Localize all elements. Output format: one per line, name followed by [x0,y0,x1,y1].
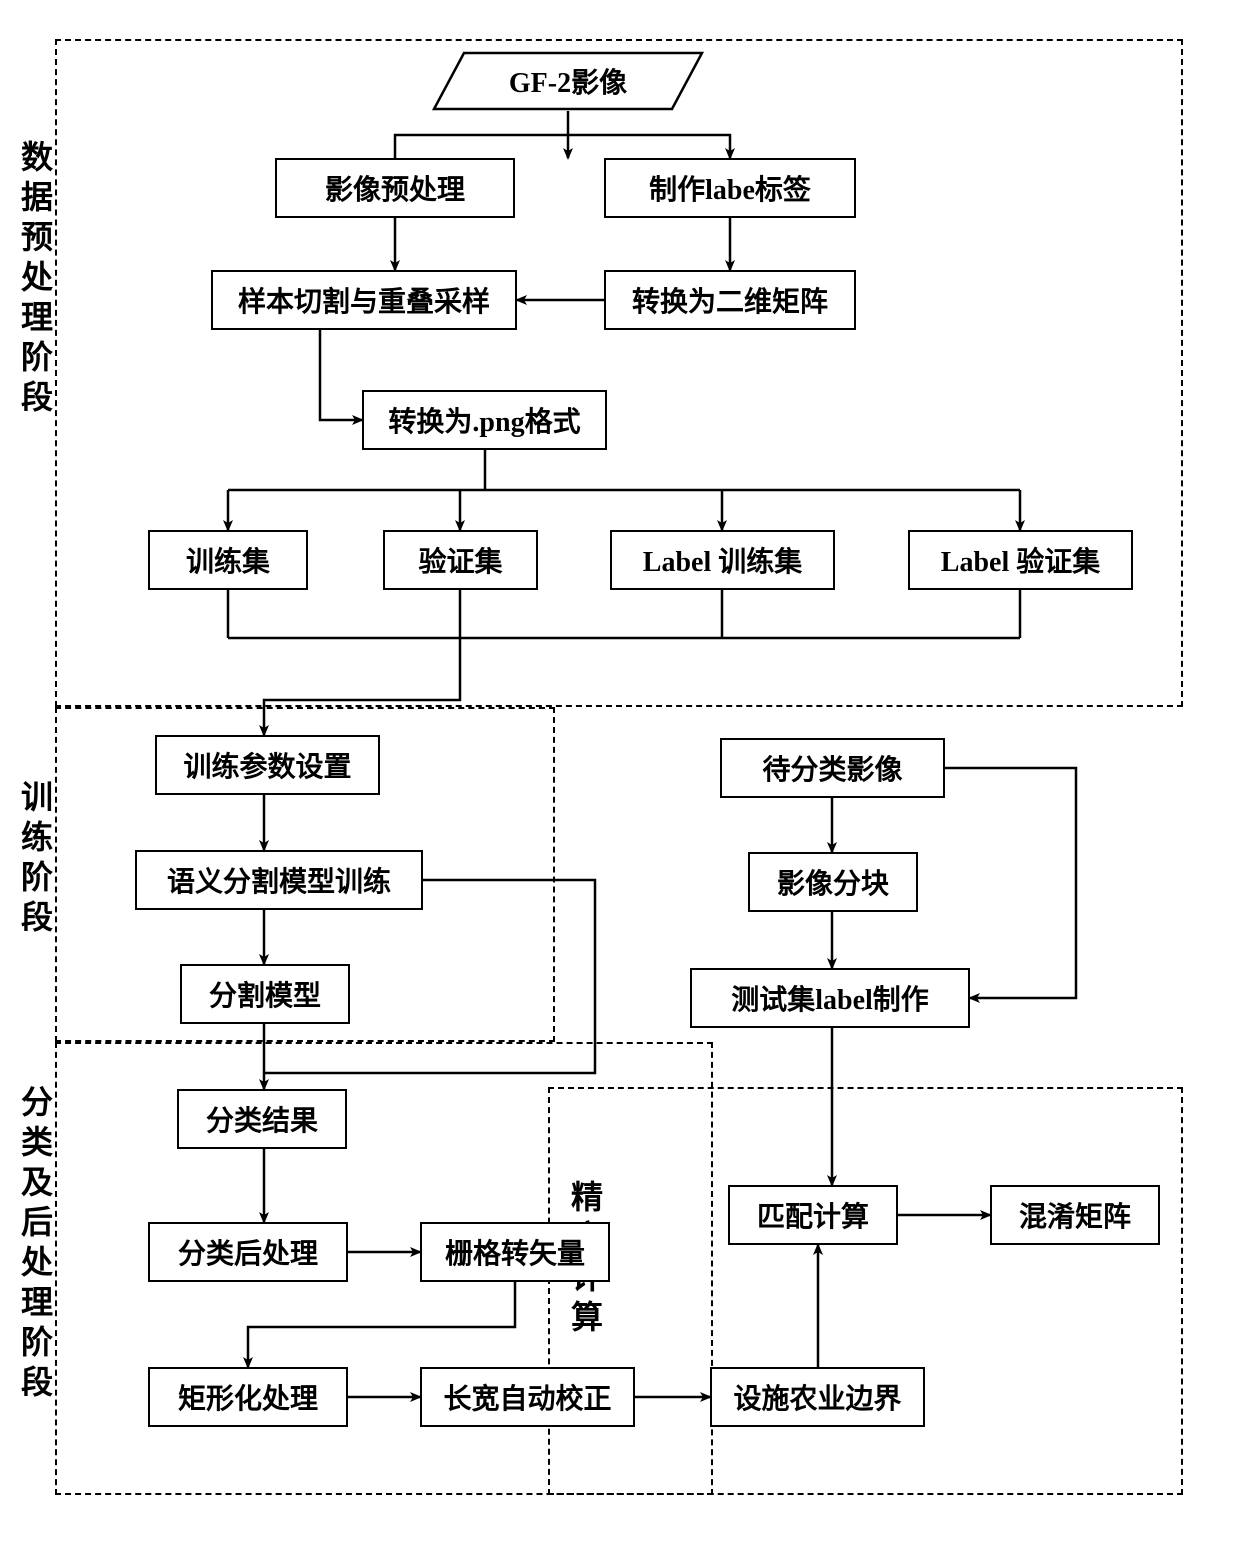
node-to-classify: 待分类影像 [720,738,945,798]
node-to-png: 转换为.png格式 [362,390,607,450]
node-classify-result: 分类结果 [177,1089,347,1149]
node-train-set: 训练集 [148,530,308,590]
node-make-label: 制作labe标签 [604,158,856,218]
node-seg-train: 语义分割模型训练 [135,850,423,910]
node-sample-cut: 样本切割与重叠采样 [211,270,517,330]
node-label-val: Label 验证集 [908,530,1133,590]
node-input-gf2-label: GF-2影像 [509,61,627,101]
section-train-label: 训练阶段 [12,780,58,940]
node-img-block: 影像分块 [748,852,918,912]
node-rect-proc: 矩形化处理 [148,1367,348,1427]
node-label-train: Label 训练集 [610,530,835,590]
node-conf-matrix: 混淆矩阵 [990,1185,1160,1245]
node-seg-model: 分割模型 [180,964,350,1024]
node-match-calc: 匹配计算 [728,1185,898,1245]
section-classify-label: 分类及后处理阶段 [12,1085,58,1405]
node-input-gf2: GF-2影像 [432,51,704,111]
node-to-2d: 转换为二维矩阵 [604,270,856,330]
node-wh-correct: 长宽自动校正 [420,1367,635,1427]
section-preprocess-label: 数据预处理阶段 [12,140,58,420]
node-raster-vec: 栅格转矢量 [420,1222,610,1282]
node-post-process: 分类后处理 [148,1222,348,1282]
section-preprocess [55,39,1183,707]
node-fac-agri: 设施农业边界 [710,1367,925,1427]
node-val-set: 验证集 [383,530,538,590]
node-train-param: 训练参数设置 [155,735,380,795]
flowchart-canvas: 数据预处理阶段 训练阶段 分类及后处理阶段 精度计算 GF-2影像 影像预处理 … [0,0,1240,1558]
node-pre-img: 影像预处理 [275,158,515,218]
node-test-label: 测试集label制作 [690,968,970,1028]
section-accuracy [548,1087,1183,1495]
